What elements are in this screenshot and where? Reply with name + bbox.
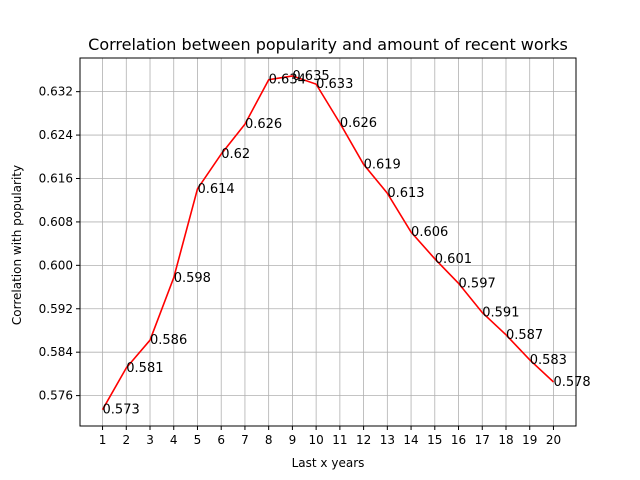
- data-label: 0.613: [387, 186, 424, 201]
- data-label: 0.581: [126, 361, 163, 376]
- x-tick-label: 6: [217, 433, 225, 447]
- data-label: 0.614: [197, 182, 234, 197]
- chart-title: Correlation between popularity and amoun…: [88, 35, 568, 54]
- x-tick-label: 3: [146, 433, 154, 447]
- y-tick-label: 0.632: [39, 85, 73, 99]
- x-tick-label: 17: [475, 433, 490, 447]
- y-tick-label: 0.576: [39, 389, 73, 403]
- x-tick-label: 8: [265, 433, 273, 447]
- y-tick-label: 0.584: [39, 345, 73, 359]
- data-label: 0.634: [269, 73, 306, 88]
- x-tick-label: 4: [170, 433, 178, 447]
- data-label: 0.597: [459, 276, 496, 291]
- y-tick-label: 0.624: [39, 128, 73, 142]
- x-tick-label: 1: [99, 433, 107, 447]
- series: [101, 75, 555, 411]
- series-line: [101, 75, 555, 411]
- x-tick-label: 13: [380, 433, 395, 447]
- y-tick-label: 0.600: [39, 258, 73, 272]
- data-label: 0.606: [411, 225, 448, 240]
- x-tick-label: 18: [498, 433, 513, 447]
- data-label: 0.626: [340, 116, 377, 131]
- data-label: 0.587: [506, 328, 543, 343]
- data-label: 0.598: [174, 271, 211, 286]
- x-axis: 1 2 3 4 5 6 7 8 9 10 11 12 13 14 15 16 17 18 19 20: [99, 426, 561, 447]
- data-label: 0.62: [221, 147, 250, 162]
- data-label: 0.626: [245, 117, 282, 132]
- x-tick-label: 19: [522, 433, 537, 447]
- x-tick-label: 2: [122, 433, 130, 447]
- data-label: 0.578: [553, 375, 590, 390]
- x-tick-label: 11: [332, 433, 347, 447]
- data-label: 0.635: [292, 69, 329, 84]
- x-axis-label: Last x years: [292, 456, 365, 470]
- x-tick-label: 14: [403, 433, 418, 447]
- data-label: 0.633: [316, 77, 353, 92]
- y-axis-label: Correlation with popularity: [10, 165, 24, 325]
- data-label: 0.601: [435, 252, 472, 267]
- x-tick-label: 5: [194, 433, 202, 447]
- data-labels: 0.5730.5810.5860.5980.6140.620.6260.6340…: [103, 69, 591, 418]
- x-tick-label: 9: [289, 433, 297, 447]
- x-tick-label: 16: [451, 433, 466, 447]
- x-tick-label: 20: [546, 433, 561, 447]
- data-label: 0.586: [150, 333, 187, 348]
- x-tick-label: 10: [308, 433, 323, 447]
- y-axis: 0.576 0.584 0.592 0.600 0.608 0.616 0.624 0.632: [39, 85, 80, 403]
- y-tick-label: 0.616: [39, 171, 73, 185]
- x-tick-label: 15: [427, 433, 442, 447]
- x-tick-label: 12: [356, 433, 371, 447]
- x-tick-label: 7: [241, 433, 249, 447]
- data-label: 0.591: [482, 306, 519, 321]
- y-tick-label: 0.608: [39, 215, 73, 229]
- y-tick-label: 0.592: [39, 302, 73, 316]
- data-label: 0.583: [530, 353, 567, 368]
- data-label: 0.573: [103, 403, 140, 418]
- grid-lines: [80, 58, 576, 426]
- plot-frame: [79, 57, 577, 427]
- data-label: 0.619: [364, 157, 401, 172]
